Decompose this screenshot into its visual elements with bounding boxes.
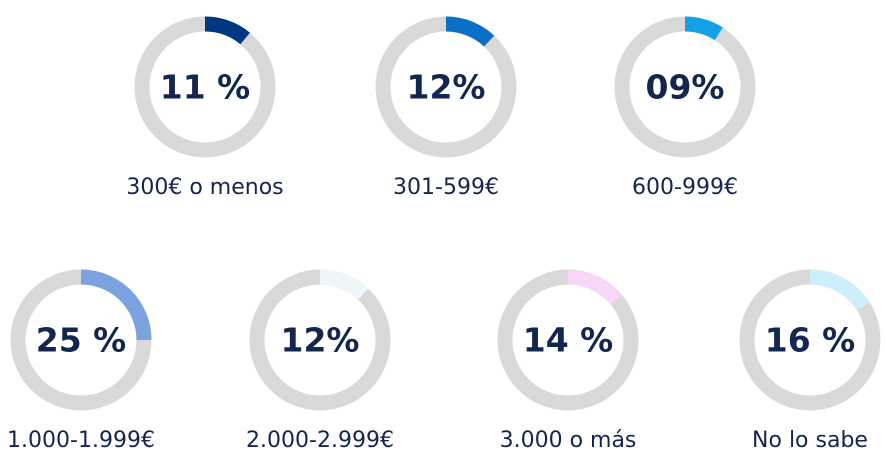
gauge-arc: [614, 16, 756, 158]
gauge-arc: [10, 269, 152, 411]
gauge-value-label: 25 %: [36, 321, 126, 360]
gauge-value-label: 12%: [407, 68, 486, 107]
gauge-arc: [134, 16, 276, 158]
gauge-category: 1.000-1.999€: [7, 428, 155, 453]
gauge-value-label: 11 %: [160, 68, 250, 107]
gauge-value-label: 09%: [646, 68, 725, 107]
gauge-category: 3.000 o más: [500, 428, 637, 453]
gauge-arc: [249, 269, 391, 411]
gauge-category: 300€ o menos: [126, 175, 283, 200]
gauge-arc: [739, 269, 881, 411]
gauge-category: 301-599€: [393, 175, 499, 200]
gauge-value-label: 14 %: [523, 321, 613, 360]
gauge-arc: [497, 269, 639, 411]
gauge-value-label: 12%: [281, 321, 360, 360]
gauge-arc: [375, 16, 517, 158]
gauge-category: 2.000-2.999€: [246, 428, 394, 453]
gauge-value-label: 16 %: [765, 321, 855, 360]
gauge-category: No lo sabe: [752, 428, 868, 453]
gauge-category: 600-999€: [632, 175, 738, 200]
